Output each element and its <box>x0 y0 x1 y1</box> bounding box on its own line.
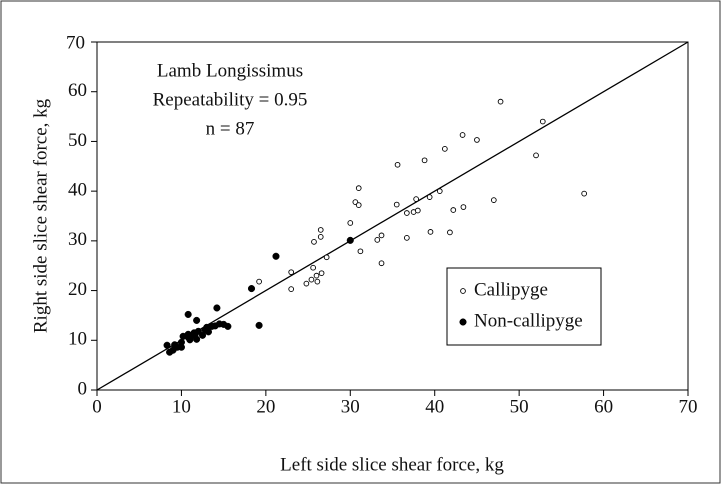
point <box>460 204 467 210</box>
point <box>426 194 433 200</box>
legend <box>446 267 602 346</box>
point <box>393 201 400 208</box>
point <box>459 132 466 138</box>
point <box>427 229 434 235</box>
x-tick-label: 40 <box>425 396 444 417</box>
x-tick-label: 30 <box>341 396 360 417</box>
y-tick-label: 60 <box>68 80 87 101</box>
point <box>191 331 199 339</box>
point <box>169 346 177 354</box>
point <box>357 248 364 255</box>
x-tick-label: 0 <box>92 396 102 417</box>
point <box>288 269 295 276</box>
point <box>404 235 410 241</box>
x-tick-label: 20 <box>256 396 275 417</box>
point <box>256 278 262 285</box>
point <box>374 237 381 243</box>
chart-title: Lamb Longissimus <box>157 60 303 81</box>
point <box>193 316 201 324</box>
point <box>436 188 443 194</box>
point <box>224 322 232 330</box>
x-tick-label: 10 <box>172 396 191 417</box>
point <box>313 272 320 279</box>
y-tick-label: 30 <box>68 229 87 250</box>
point <box>497 98 504 105</box>
y-tick-label: 40 <box>68 180 87 201</box>
legend-marker <box>460 288 466 294</box>
y-axis-label: Right side slice shear force, kg <box>30 98 51 333</box>
point <box>255 321 263 329</box>
point <box>441 146 448 152</box>
point <box>184 310 192 318</box>
point <box>346 236 354 244</box>
legend-label: Callipyge <box>474 279 548 300</box>
point <box>474 137 480 143</box>
point <box>450 207 457 213</box>
x-axis-label: Left side slice shear force, kg <box>280 454 504 475</box>
point <box>204 328 212 336</box>
point <box>318 270 325 277</box>
y-tick-label: 0 <box>78 378 88 399</box>
point <box>355 202 362 208</box>
point <box>303 280 310 287</box>
legend-marker <box>459 318 467 326</box>
point <box>311 239 317 245</box>
point <box>288 286 295 292</box>
point <box>347 220 354 226</box>
y-tick-label: 50 <box>68 130 87 151</box>
point <box>490 197 497 203</box>
y-tick-label: 10 <box>68 329 87 350</box>
point <box>447 229 453 236</box>
point <box>404 210 410 216</box>
x-tick-label: 70 <box>679 396 698 417</box>
point <box>533 152 539 159</box>
x-tick-label: 50 <box>510 396 529 417</box>
plot-area <box>96 41 689 391</box>
point <box>177 338 185 346</box>
point <box>213 304 221 312</box>
point <box>539 118 546 125</box>
point <box>184 330 192 338</box>
point <box>378 260 385 267</box>
point <box>317 234 324 240</box>
y-tick-label: 70 <box>66 32 85 53</box>
x-tick-label: 60 <box>594 396 613 417</box>
point <box>413 196 419 202</box>
point <box>323 254 330 261</box>
point <box>378 232 385 239</box>
point <box>317 227 324 233</box>
point <box>163 341 171 349</box>
point <box>394 161 401 168</box>
point <box>314 278 321 285</box>
point <box>272 252 280 260</box>
point <box>247 285 256 293</box>
point <box>414 207 421 214</box>
point <box>355 185 362 192</box>
y-tick-label: 20 <box>68 279 87 300</box>
point <box>308 276 315 283</box>
point <box>421 157 428 164</box>
legend-label: Non-callipyge <box>474 310 583 331</box>
point <box>581 190 588 197</box>
annotation: n = 87 <box>206 118 255 139</box>
annotation: Repeatability = 0.95 <box>153 89 308 110</box>
point <box>310 264 316 271</box>
